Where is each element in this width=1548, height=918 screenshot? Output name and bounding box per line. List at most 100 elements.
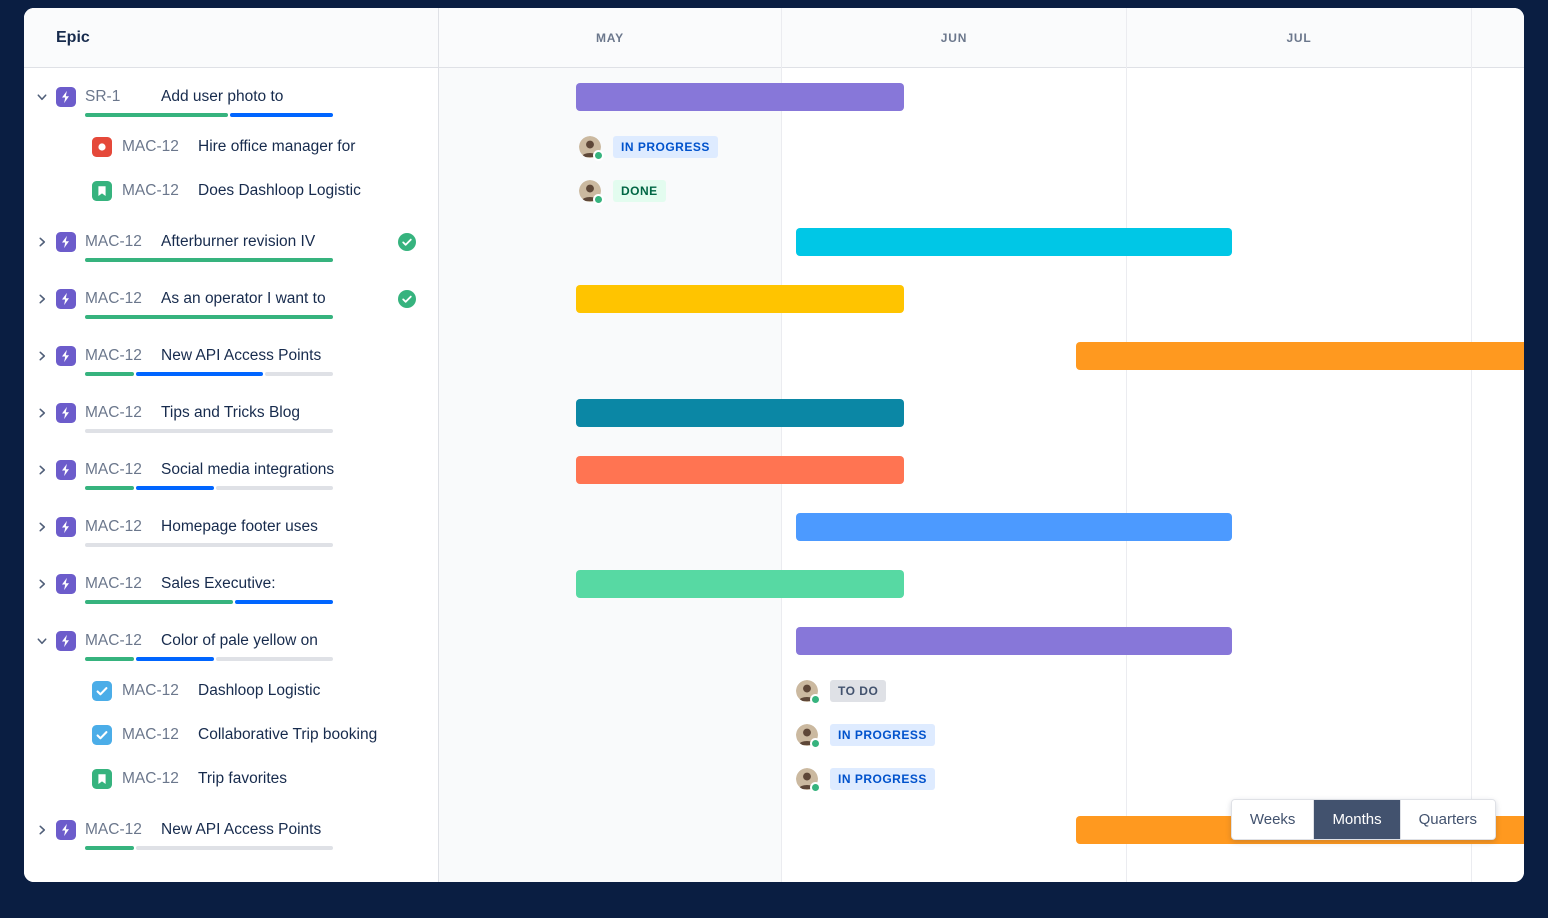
story-icon [92, 769, 112, 789]
epic-row[interactable]: MAC-12 New API Access Points [24, 327, 438, 384]
view-toggle-quarters[interactable]: Quarters [1399, 800, 1495, 839]
chevron-down-icon[interactable] [34, 89, 50, 105]
epic-progress-bar [85, 542, 333, 547]
presence-dot [810, 782, 821, 793]
timeline-bar[interactable] [576, 398, 904, 427]
month-label-jun: JUN [940, 31, 968, 45]
progress-segment-gray [85, 542, 333, 547]
issue-key: MAC-12 [122, 182, 179, 199]
epic-row[interactable]: MAC-12 Color of pale yellow on [24, 612, 438, 669]
timeline-bar[interactable] [796, 512, 1232, 541]
epic-progress-bar [85, 485, 333, 490]
issue-key: MAC-12 [85, 403, 142, 421]
child-issue-row[interactable]: MAC-12 Dashloop Logistic [24, 669, 438, 713]
issue-key: MAC-12 [85, 232, 142, 250]
month-label-jul: JUL [1286, 31, 1312, 45]
epic-row[interactable]: MAC-12 Sales Executive: [24, 555, 438, 612]
epic-progress-bar [85, 314, 333, 319]
issue-key: MAC-12 [122, 770, 179, 787]
issue-key: MAC-12 [122, 726, 179, 743]
progress-segment-blue [234, 599, 333, 604]
progress-segment-gray [136, 845, 333, 850]
issue-status: IN PROGRESS [796, 767, 935, 793]
timeline-bar[interactable] [796, 626, 1232, 655]
progress-segment-green [85, 845, 135, 850]
issue-key: MAC-12 [85, 346, 142, 364]
timeline-bar[interactable] [796, 227, 1232, 256]
chevron-right-icon[interactable] [34, 462, 50, 478]
child-issue-row[interactable]: MAC-12 Does Dashloop Logistic [24, 169, 438, 213]
issue-title: Sales Executive: [161, 574, 276, 592]
progress-segment-gray [215, 485, 333, 490]
progress-segment-blue [229, 112, 333, 117]
progress-segment-green [85, 599, 233, 604]
check-circle-icon [398, 289, 416, 308]
epic-progress-bar [85, 257, 333, 262]
issue-status: IN PROGRESS [579, 135, 718, 161]
assignee-avatar [579, 180, 604, 205]
presence-dot [593, 194, 604, 205]
epic-row[interactable]: SR-1 Add user photo to [24, 68, 438, 125]
epic-row[interactable]: MAC-12 Homepage footer uses [24, 498, 438, 555]
epic-row[interactable]: MAC-12 Afterburner revision IV [24, 213, 438, 270]
timeline-gridline [1471, 8, 1472, 882]
timeline-gridline [781, 8, 782, 882]
issue-title: As an operator I want to [161, 289, 326, 307]
assignee-avatar [796, 768, 821, 793]
timeline-bar[interactable] [576, 455, 904, 484]
chevron-right-icon[interactable] [34, 234, 50, 250]
epic-row[interactable]: MAC-12 As an operator I want to [24, 270, 438, 327]
chevron-right-icon[interactable] [34, 405, 50, 421]
timeline-bar[interactable] [576, 569, 904, 598]
view-mode-toggle: Weeks Months Quarters [1230, 799, 1496, 840]
epic-progress-bar [85, 428, 333, 433]
status-badge: TO DO [830, 680, 887, 702]
timeline-bar[interactable] [1076, 341, 1524, 370]
issue-key: MAC-12 [122, 138, 179, 155]
epic-row[interactable]: MAC-12 Social media integrations [24, 441, 438, 498]
chevron-down-icon[interactable] [34, 633, 50, 649]
progress-segment-blue [135, 485, 214, 490]
epic-row[interactable]: MAC-12 New API Access Points [24, 801, 438, 858]
chevron-right-icon[interactable] [34, 348, 50, 364]
assignee-avatar [796, 724, 821, 749]
child-issue-row[interactable]: MAC-12 Collaborative Trip booking [24, 713, 438, 757]
issue-status: DONE [579, 179, 666, 205]
epic-column-title: Epic [56, 28, 90, 46]
chevron-right-icon[interactable] [34, 519, 50, 535]
check-circle-icon [398, 232, 416, 251]
epic-icon [56, 459, 76, 480]
view-toggle-months[interactable]: Months [1313, 800, 1400, 839]
epic-row[interactable]: MAC-12 Tips and Tricks Blog [24, 384, 438, 441]
timeline-gridline [1126, 8, 1127, 882]
view-toggle-weeks[interactable]: Weeks [1231, 800, 1314, 839]
child-issue-row[interactable]: MAC-12 Trip favorites [24, 757, 438, 801]
issue-title: Dashloop Logistic [198, 682, 321, 699]
epic-icon [56, 231, 76, 252]
issue-key: SR-1 [85, 87, 121, 105]
child-issue-row[interactable]: MAC-12 Hire office manager for [24, 125, 438, 169]
epic-progress-bar [85, 599, 333, 604]
issue-status: TO DO [796, 679, 887, 705]
chevron-right-icon[interactable] [34, 291, 50, 307]
epic-icon [56, 819, 76, 840]
story-icon [92, 181, 112, 201]
epic-icon [56, 573, 76, 594]
issue-title: Collaborative Trip booking [198, 726, 378, 743]
epic-progress-bar [85, 371, 333, 376]
chevron-right-icon[interactable] [34, 822, 50, 838]
issue-status: IN PROGRESS [796, 723, 935, 749]
issue-title: Homepage footer uses [161, 517, 318, 535]
progress-segment-gray [264, 371, 333, 376]
chevron-right-icon[interactable] [34, 576, 50, 592]
issue-title: Hire office manager for [198, 138, 356, 155]
progress-segment-blue [135, 656, 214, 661]
issue-title: Tips and Tricks Blog [161, 403, 300, 421]
issue-title: Does Dashloop Logistic [198, 182, 361, 199]
timeline-bar[interactable] [576, 284, 904, 313]
presence-dot [593, 150, 604, 161]
epic-icon [56, 345, 76, 366]
timeline-bar[interactable] [576, 82, 904, 111]
progress-segment-gray [215, 656, 333, 661]
epic-icon [56, 86, 76, 107]
